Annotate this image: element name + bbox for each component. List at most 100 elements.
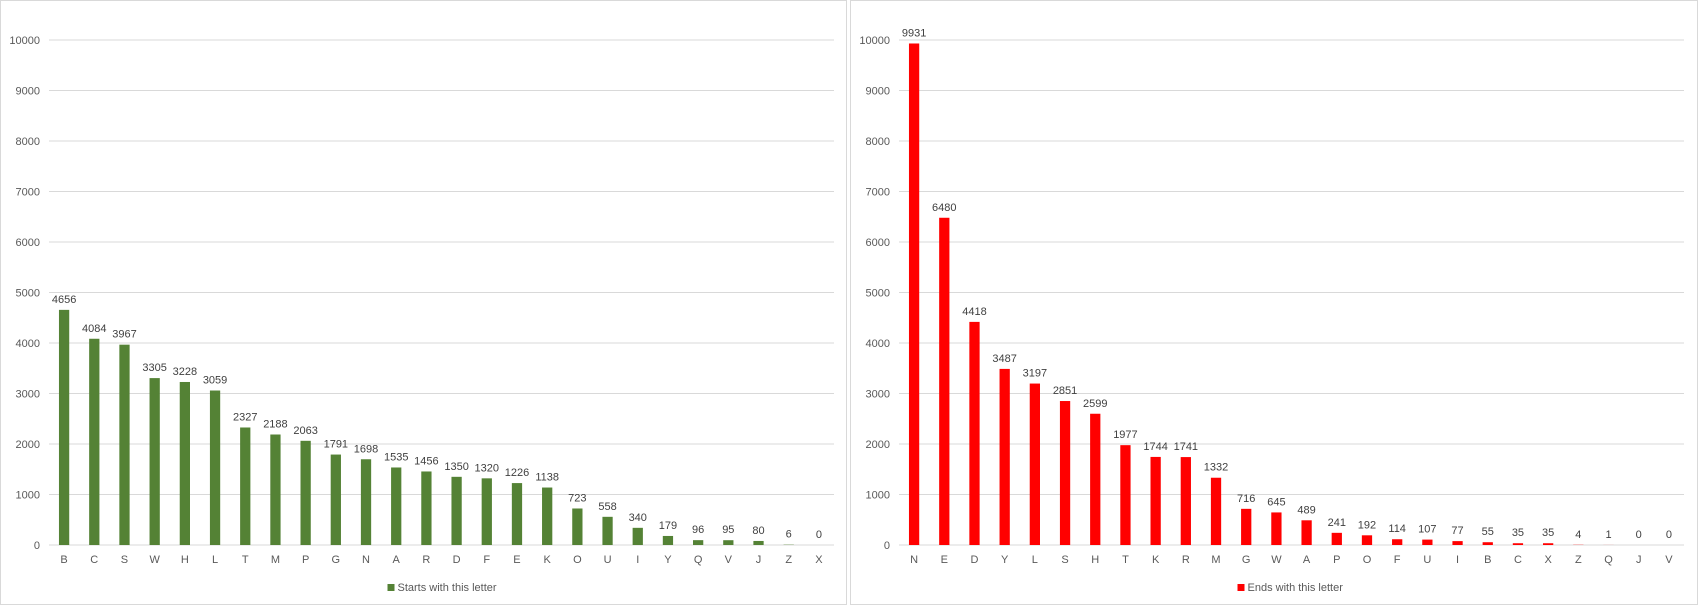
x-tick-label: Q bbox=[1604, 554, 1613, 566]
data-label: 489 bbox=[1297, 504, 1315, 516]
data-label: 35 bbox=[1542, 527, 1554, 539]
bar bbox=[632, 527, 643, 545]
bar bbox=[662, 535, 674, 545]
bar bbox=[481, 478, 492, 545]
data-label: 3059 bbox=[203, 375, 227, 387]
x-tick-label: X bbox=[1544, 554, 1552, 566]
chart-right-panel: 0 1000 2000 3000 4000 5000 6000 7000 8000 9000 100… bbox=[850, 0, 1698, 605]
data-label: 1332 bbox=[1204, 462, 1228, 474]
bar bbox=[1029, 383, 1040, 545]
data-label: 1138 bbox=[535, 472, 559, 484]
bar bbox=[1512, 543, 1524, 545]
bar bbox=[1331, 532, 1342, 545]
ends-with-letter-chart: 0100020003000400050006000700080009000100… bbox=[859, 27, 1684, 594]
data-label: 77 bbox=[1451, 525, 1463, 537]
bar bbox=[179, 381, 190, 545]
y-tick-label: 2000 bbox=[866, 439, 890, 451]
data-label: 2327 bbox=[233, 411, 257, 423]
bar bbox=[360, 459, 372, 545]
bar bbox=[1059, 401, 1071, 545]
x-tick-label: H bbox=[1091, 554, 1099, 566]
bar bbox=[723, 540, 734, 545]
y-tick-label: 9000 bbox=[866, 86, 890, 98]
y-tick-label: 2000 bbox=[16, 439, 40, 451]
y-tick-label: 1000 bbox=[16, 490, 40, 502]
legend-label: Ends with this letter bbox=[1248, 582, 1344, 594]
x-tick-label: Z bbox=[1575, 554, 1582, 566]
data-label: 4656 bbox=[52, 294, 76, 306]
y-tick-label: 6000 bbox=[16, 237, 40, 249]
x-tick-label: T bbox=[242, 554, 249, 566]
data-label: 2063 bbox=[293, 425, 317, 437]
data-label: 0 bbox=[1666, 529, 1672, 541]
x-tick-label: P bbox=[302, 554, 309, 566]
data-label: 3305 bbox=[142, 362, 166, 374]
bar bbox=[753, 540, 764, 545]
bar bbox=[240, 427, 251, 545]
data-label: 723 bbox=[568, 492, 586, 504]
y-tick-label: 0 bbox=[884, 540, 890, 552]
x-tick-label: V bbox=[725, 554, 733, 566]
data-label: 1791 bbox=[324, 439, 348, 451]
data-label: 114 bbox=[1388, 523, 1406, 535]
x-tick-label: I bbox=[1456, 554, 1459, 566]
data-label: 6480 bbox=[932, 202, 956, 214]
data-label: 9931 bbox=[902, 27, 926, 39]
x-tick-label: Y bbox=[664, 554, 672, 566]
data-label: 1744 bbox=[1143, 441, 1167, 453]
y-tick-label: 6000 bbox=[866, 237, 890, 249]
bar bbox=[1452, 541, 1463, 545]
bar bbox=[1241, 508, 1252, 545]
data-label: 1535 bbox=[384, 451, 408, 463]
x-tick-label: E bbox=[513, 554, 520, 566]
data-label: 1977 bbox=[1113, 429, 1137, 441]
data-label: 3967 bbox=[112, 329, 136, 341]
x-tick-label: A bbox=[393, 554, 401, 566]
data-label: 3487 bbox=[992, 353, 1016, 365]
data-label: 6 bbox=[786, 529, 792, 541]
data-label: 1741 bbox=[1174, 441, 1198, 453]
bar bbox=[1120, 445, 1131, 545]
x-tick-label: S bbox=[121, 554, 128, 566]
x-tick-label: A bbox=[1303, 554, 1311, 566]
y-tick-label: 4000 bbox=[866, 338, 890, 350]
y-tick-label: 7000 bbox=[866, 187, 890, 199]
x-tick-label: V bbox=[1665, 554, 1673, 566]
bar bbox=[1361, 535, 1373, 545]
x-tick-label: F bbox=[483, 554, 490, 566]
y-tick-label: 0 bbox=[34, 540, 40, 552]
bar bbox=[572, 508, 583, 545]
x-tick-label: B bbox=[1484, 554, 1491, 566]
data-label: 1 bbox=[1605, 529, 1611, 541]
x-tick-label: W bbox=[1271, 554, 1282, 566]
data-label: 4084 bbox=[82, 323, 106, 335]
y-tick-label: 1000 bbox=[866, 490, 890, 502]
x-tick-label: N bbox=[910, 554, 918, 566]
y-tick-label: 8000 bbox=[16, 136, 40, 148]
data-label: 80 bbox=[752, 525, 764, 537]
x-tick-label: E bbox=[941, 554, 948, 566]
data-label: 192 bbox=[1358, 519, 1376, 531]
x-tick-label: G bbox=[1242, 554, 1251, 566]
x-tick-label: D bbox=[971, 554, 979, 566]
data-label: 95 bbox=[722, 524, 734, 536]
x-tick-label: O bbox=[573, 554, 582, 566]
x-tick-label: K bbox=[544, 554, 552, 566]
x-tick-label: M bbox=[271, 554, 280, 566]
x-tick-label: O bbox=[1363, 554, 1372, 566]
x-tick-label: F bbox=[1394, 554, 1401, 566]
bar bbox=[1482, 542, 1493, 545]
chart-left-panel: 0 1000 2000 3000 4000 5000 6000 7000 8000 9000 100… bbox=[0, 0, 847, 605]
data-label: 1456 bbox=[414, 455, 438, 467]
x-tick-label: Y bbox=[1001, 554, 1009, 566]
bar bbox=[1271, 512, 1282, 545]
x-tick-label: J bbox=[756, 554, 762, 566]
data-label: 340 bbox=[629, 512, 647, 524]
data-label: 1226 bbox=[505, 467, 529, 479]
x-tick-label: R bbox=[1182, 554, 1190, 566]
data-label: 3197 bbox=[1023, 368, 1047, 380]
x-tick-label: X bbox=[815, 554, 823, 566]
bar bbox=[1090, 413, 1101, 545]
bar bbox=[1180, 457, 1191, 545]
legend-swatch bbox=[387, 584, 395, 591]
